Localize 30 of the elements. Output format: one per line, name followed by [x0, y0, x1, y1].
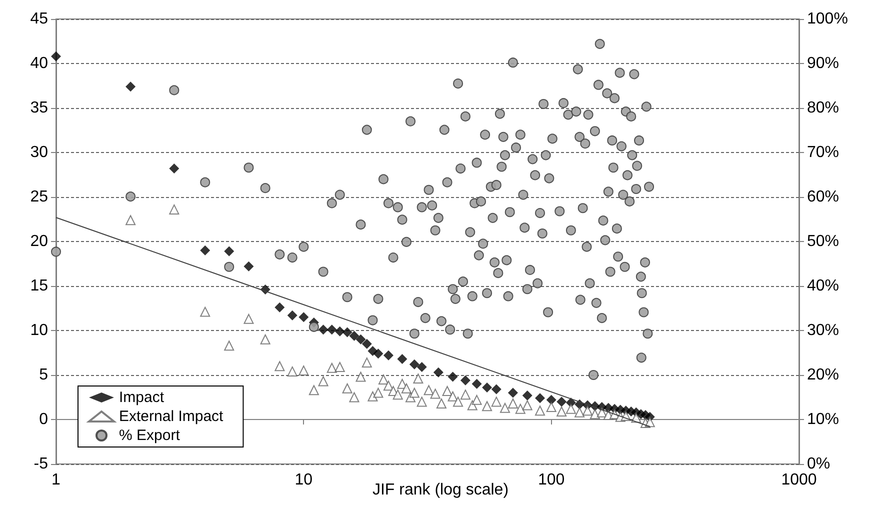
y-tick-label: 35 [30, 100, 48, 116]
legend-label: % Export [119, 427, 181, 444]
x-tick-label: 100 [538, 472, 565, 488]
y-tick-label: 0 [39, 411, 48, 428]
x-axis-title: JIF rank (log scale) [372, 482, 509, 498]
legend-label: Impact [119, 389, 165, 406]
y2-tick-label: 20% [807, 366, 840, 384]
y2-tick-label: 0% [807, 456, 830, 472]
y2-tick-label: 70% [807, 144, 840, 161]
y-tick-label: 10 [30, 322, 48, 339]
x-tick-label: 1000 [781, 472, 817, 488]
y-tick-label: 30 [30, 144, 48, 161]
y2-tick-label: 80% [807, 100, 840, 116]
y-tick-label: 45 [30, 10, 48, 28]
y2-tick-label: 40% [807, 278, 840, 294]
y2-tick-label: 50% [807, 233, 840, 250]
legend-label: External Impact [119, 408, 224, 425]
y2-tick-label: 10% [807, 411, 840, 428]
y-tick-label: 40 [30, 55, 48, 72]
y2-tick-label: 30% [807, 322, 840, 339]
y-tick-label: 20 [30, 233, 48, 250]
y-tick-label: 25 [30, 188, 48, 206]
y-tick-label: -5 [34, 456, 48, 472]
y-tick-label: 5 [39, 366, 48, 384]
y2-tick-label: 60% [807, 188, 840, 206]
y-tick-label: 15 [30, 278, 48, 294]
y2-tick-label: 100% [807, 10, 848, 28]
x-tick-label: 10 [294, 472, 313, 488]
y2-tick-label: 90% [807, 55, 840, 72]
x-tick-label: 1 [52, 472, 61, 488]
